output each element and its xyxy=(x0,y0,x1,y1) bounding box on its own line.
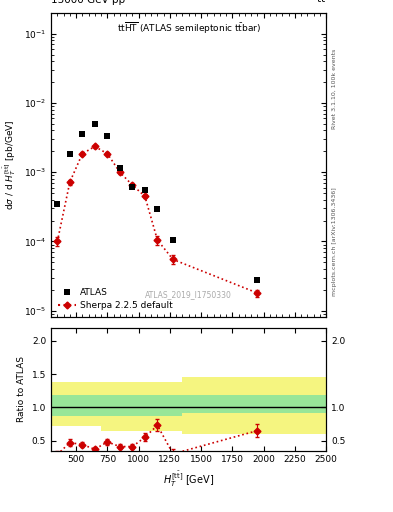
Point xyxy=(117,164,123,172)
Point xyxy=(254,275,261,284)
Point xyxy=(142,185,148,194)
Point xyxy=(79,130,86,138)
Y-axis label: Ratio to ATLAS: Ratio to ATLAS xyxy=(17,356,26,422)
X-axis label: $H_T^{\rm [t\bar{t}]}$ [GeV]: $H_T^{\rm [t\bar{t}]}$ [GeV] xyxy=(163,470,214,489)
Point xyxy=(67,150,73,158)
Text: mcplots.cern.ch [arXiv:1306.3436]: mcplots.cern.ch [arXiv:1306.3436] xyxy=(332,187,337,295)
Legend: ATLAS, Sherpa 2.2.5 default: ATLAS, Sherpa 2.2.5 default xyxy=(55,285,175,313)
Text: Rivet 3.1.10, 100k events: Rivet 3.1.10, 100k events xyxy=(332,49,337,129)
Point xyxy=(92,120,98,128)
Point xyxy=(104,132,110,140)
Point xyxy=(54,200,61,208)
Text: tt$\overline{\rm HT}$ (ATLAS semileptonic t$\bar{\rm t}$bar): tt$\overline{\rm HT}$ (ATLAS semileptoni… xyxy=(117,20,261,36)
Point xyxy=(170,236,176,244)
Text: 13000 GeV pp: 13000 GeV pp xyxy=(51,0,125,5)
Text: t$\bar{\mathrm{t}}$: t$\bar{\mathrm{t}}$ xyxy=(316,0,326,5)
Y-axis label: d$\sigma$ / d $H_T^{\rm [t\bar{t}]}$ [pb/GeV]: d$\sigma$ / d $H_T^{\rm [t\bar{t}]}$ [pb… xyxy=(1,120,18,210)
Point xyxy=(129,182,136,190)
Point xyxy=(154,205,160,214)
Text: ATLAS_2019_I1750330: ATLAS_2019_I1750330 xyxy=(145,290,232,299)
